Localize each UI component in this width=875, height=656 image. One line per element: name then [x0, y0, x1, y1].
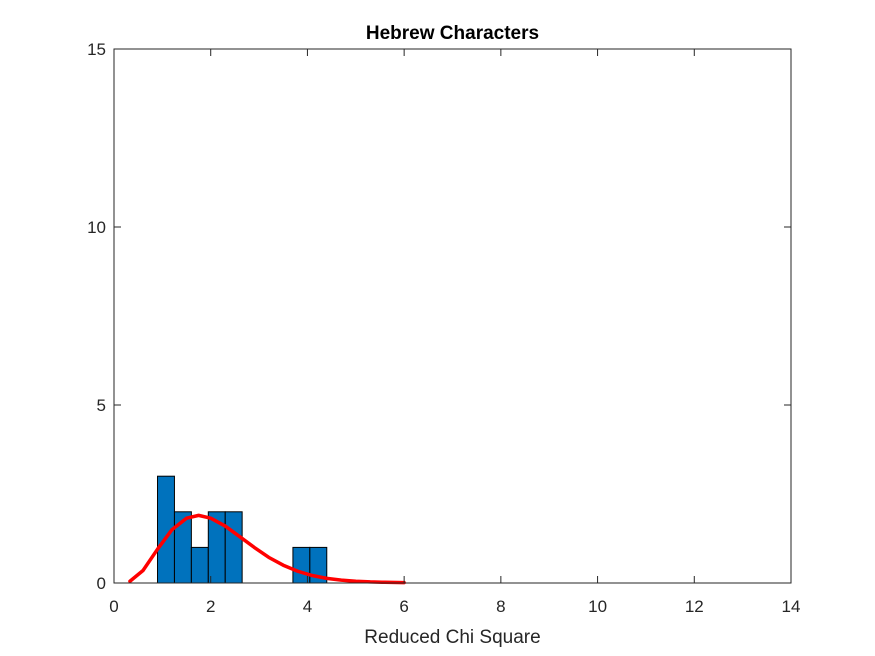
plot-area [114, 49, 791, 583]
x-tick-label: 14 [782, 597, 801, 616]
x-tick-label: 2 [206, 597, 215, 616]
y-axis-ticks: 0 5 10 15 [87, 40, 791, 593]
y-tick-label: 10 [87, 218, 106, 237]
chart-title: Hebrew Characters [366, 23, 539, 44]
x-tick-label: 10 [588, 597, 607, 616]
x-axis-label: Reduced Chi Square [364, 627, 540, 648]
x-tick-label: 6 [399, 597, 408, 616]
x-tick-label: 12 [685, 597, 704, 616]
x-tick-label: 8 [496, 597, 505, 616]
axes-box [113, 48, 792, 584]
y-tick-label: 0 [97, 574, 106, 593]
histogram-bar [190, 546, 209, 584]
x-axis-ticks: 0 2 4 6 8 10 12 14 [109, 49, 800, 616]
x-tick-label: 0 [109, 597, 118, 616]
fit-curve [128, 513, 406, 585]
y-tick-label: 15 [87, 40, 106, 59]
histogram-bar [224, 511, 243, 584]
x-tick-label: 4 [303, 597, 312, 616]
y-tick-label: 5 [97, 396, 106, 415]
